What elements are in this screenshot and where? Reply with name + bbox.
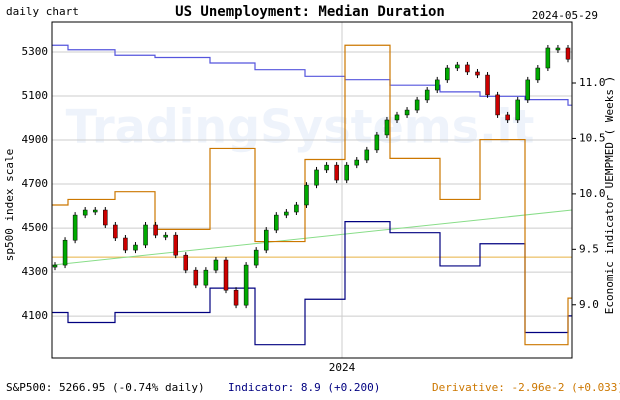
candle bbox=[274, 214, 279, 231]
candle bbox=[424, 89, 430, 101]
candle bbox=[364, 149, 370, 161]
x-tick-label: 2024 bbox=[329, 361, 356, 374]
candle bbox=[555, 47, 561, 51]
candle bbox=[545, 47, 551, 69]
candle bbox=[505, 114, 510, 121]
candle bbox=[294, 204, 299, 213]
y-tick-label: 4100 bbox=[22, 309, 49, 322]
candle bbox=[485, 74, 490, 96]
candle bbox=[163, 234, 168, 238]
candle bbox=[113, 224, 118, 239]
candle bbox=[354, 159, 360, 166]
watermark: TradingSystems.it bbox=[66, 100, 535, 154]
footer-sp500: S&P500: 5266.95 (-0.74% daily) bbox=[6, 381, 205, 394]
candle bbox=[334, 164, 339, 181]
candle bbox=[263, 229, 269, 251]
candle bbox=[434, 79, 440, 91]
candle bbox=[243, 264, 249, 306]
y-tick-label: 4700 bbox=[22, 177, 49, 190]
candle bbox=[92, 209, 98, 213]
candle bbox=[103, 209, 108, 226]
candle bbox=[62, 239, 68, 266]
candle bbox=[304, 184, 309, 206]
y-tick-label: 5300 bbox=[22, 45, 49, 58]
y-tick-label: 4500 bbox=[22, 221, 49, 234]
chart-title: US Unemployment: Median Duration bbox=[175, 4, 445, 20]
y2-tick-label: 10.0 bbox=[579, 187, 606, 200]
candle bbox=[314, 169, 319, 186]
footer-derivative: Derivative: -2.96e-2 (+0.033) bbox=[432, 381, 620, 394]
candle bbox=[465, 64, 470, 73]
y-axis-label: sp500 index scale bbox=[3, 149, 16, 262]
candle bbox=[223, 259, 229, 291]
candle bbox=[495, 94, 500, 116]
candle bbox=[475, 71, 480, 76]
candle bbox=[324, 164, 329, 171]
y2-tick-label: 10.5 bbox=[579, 131, 606, 144]
candle bbox=[565, 47, 571, 60]
candle bbox=[153, 224, 158, 236]
y2-tick-label: 9.5 bbox=[579, 242, 599, 255]
footer-indicator: Indicator: 8.9 (+0.200) bbox=[228, 381, 380, 394]
candle bbox=[193, 269, 199, 286]
candle bbox=[143, 224, 148, 246]
y-tick-label: 5100 bbox=[22, 89, 49, 102]
candle bbox=[233, 289, 239, 306]
candle bbox=[52, 264, 58, 268]
y2-axis-label: Economic indicator UEMPMED ( Weeks ) bbox=[603, 76, 616, 314]
candle bbox=[535, 67, 541, 81]
candle bbox=[133, 244, 138, 251]
candle bbox=[213, 259, 219, 271]
y2-tick-label: 11.0 bbox=[579, 76, 606, 89]
candle bbox=[344, 164, 349, 181]
candle bbox=[203, 269, 209, 286]
date: 2024-05-29 bbox=[532, 9, 598, 22]
step-line bbox=[52, 44, 572, 346]
candle bbox=[414, 99, 420, 111]
candle bbox=[123, 237, 128, 251]
candle bbox=[445, 67, 450, 81]
candle bbox=[284, 211, 289, 216]
candle bbox=[455, 64, 460, 69]
trend-line bbox=[51, 209, 573, 266]
candle bbox=[404, 109, 410, 116]
candle bbox=[173, 234, 178, 256]
candle bbox=[394, 114, 400, 121]
candle bbox=[525, 79, 531, 101]
step-line bbox=[52, 44, 572, 106]
candle bbox=[72, 214, 78, 241]
y2-tick-label: 9.0 bbox=[579, 298, 599, 311]
y-tick-label: 4900 bbox=[22, 133, 49, 146]
candle bbox=[253, 249, 259, 266]
plot-frame bbox=[51, 21, 573, 359]
candle bbox=[183, 254, 189, 271]
candle bbox=[384, 119, 390, 136]
y-tick-label: 4300 bbox=[22, 265, 49, 278]
subtitle: daily chart bbox=[6, 5, 79, 18]
candle bbox=[515, 99, 520, 121]
candle bbox=[374, 134, 380, 151]
candle bbox=[82, 209, 88, 216]
